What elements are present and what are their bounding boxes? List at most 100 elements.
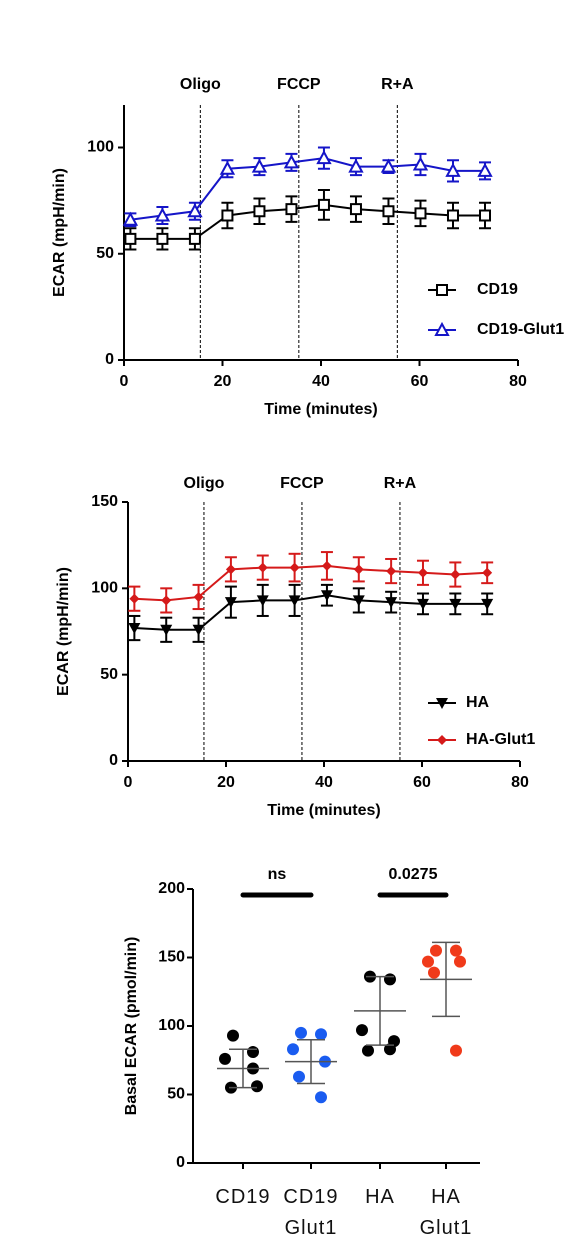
marker [386, 566, 397, 577]
marker [219, 160, 236, 175]
dot [422, 955, 434, 968]
series-line [134, 564, 488, 602]
y-axis-label: ECAR (mpH/min) [55, 567, 72, 696]
phase-label: Oligo [180, 76, 221, 93]
dot [293, 1070, 305, 1083]
dot [315, 1028, 327, 1041]
y-tick-label: 100 [87, 139, 114, 156]
marker [382, 205, 395, 218]
marker [477, 162, 493, 177]
marker [481, 598, 494, 610]
marker [161, 595, 172, 606]
marker [349, 203, 362, 216]
x-tick-label: 0 [124, 774, 133, 791]
y-axis-label: Basal ECAR (pmol/min) [123, 937, 140, 1116]
significance-label: 0.0275 [389, 866, 438, 883]
sd-bar [229, 1048, 257, 1089]
x-tick-label: CD19 [215, 1186, 271, 1208]
marker [416, 598, 429, 610]
marker [317, 198, 330, 211]
dot [219, 1052, 231, 1065]
marker [128, 623, 141, 635]
sd-bar [366, 975, 394, 1046]
y-tick-label: 150 [158, 949, 185, 966]
marker [353, 564, 364, 575]
marker [256, 595, 269, 607]
y-tick-label: 150 [91, 493, 118, 510]
marker [224, 597, 237, 609]
phase-label: FCCP [280, 475, 324, 492]
sd-bar [297, 1038, 325, 1085]
x-tick-label: 60 [413, 774, 431, 791]
marker [251, 158, 268, 173]
marker [414, 207, 427, 220]
marker [479, 209, 492, 222]
marker [225, 564, 236, 575]
marker [450, 569, 461, 580]
marker [288, 595, 301, 607]
marker [385, 597, 398, 609]
marker [124, 232, 137, 245]
marker [154, 207, 171, 222]
dot [356, 1024, 368, 1037]
dot [315, 1091, 327, 1104]
y-tick-label: 0 [176, 1154, 185, 1171]
marker [122, 211, 139, 226]
legend-label: HA [466, 694, 490, 711]
y-axis-label: ECAR (mpH/min) [51, 168, 68, 297]
x-axis-label: Time (minutes) [264, 401, 378, 418]
phase-label: R+A [384, 475, 417, 492]
marker [380, 158, 397, 173]
marker [482, 567, 493, 578]
x-tick-label: HA Glut1 [419, 1186, 473, 1238]
marker [253, 205, 266, 218]
marker [283, 154, 300, 169]
dot [247, 1046, 259, 1059]
legend-label: CD19 [477, 281, 518, 298]
legend-marker [436, 284, 448, 296]
dot [450, 944, 462, 957]
marker [316, 150, 332, 165]
marker [221, 209, 234, 222]
x-axis-label: Time (minutes) [267, 802, 381, 819]
marker [321, 560, 332, 571]
marker [320, 590, 333, 602]
y-tick-label: 50 [100, 666, 118, 683]
marker [187, 203, 203, 218]
marker [192, 624, 205, 636]
dot [430, 944, 442, 957]
marker [156, 232, 169, 245]
dot [287, 1043, 299, 1056]
y-tick-label: 100 [158, 1017, 185, 1034]
marker [188, 232, 201, 245]
marker [129, 593, 140, 604]
dot [450, 1044, 462, 1057]
y-tick-label: 0 [109, 752, 118, 769]
x-tick-label: HA [365, 1186, 395, 1208]
legend-marker [436, 698, 448, 709]
y-tick-label: 0 [105, 351, 114, 368]
legend-marker [437, 735, 447, 745]
x-tick-label: CD19 Glut1 [283, 1186, 339, 1238]
marker [285, 203, 298, 216]
marker [446, 209, 459, 222]
marker [445, 162, 461, 177]
x-tick-label: 20 [217, 774, 235, 791]
series-line [130, 157, 486, 221]
phase-label: Oligo [184, 475, 225, 492]
dot [295, 1026, 307, 1039]
marker [417, 567, 428, 578]
marker [193, 591, 204, 602]
marker [160, 624, 173, 636]
marker [257, 562, 268, 573]
y-tick-label: 50 [96, 245, 114, 262]
x-tick-label: 80 [509, 373, 527, 390]
y-tick-label: 50 [167, 1086, 185, 1103]
significance-label: ns [268, 866, 287, 883]
phase-label: R+A [381, 76, 414, 93]
marker [412, 156, 429, 171]
dot [384, 973, 396, 986]
x-tick-label: 0 [120, 373, 129, 390]
